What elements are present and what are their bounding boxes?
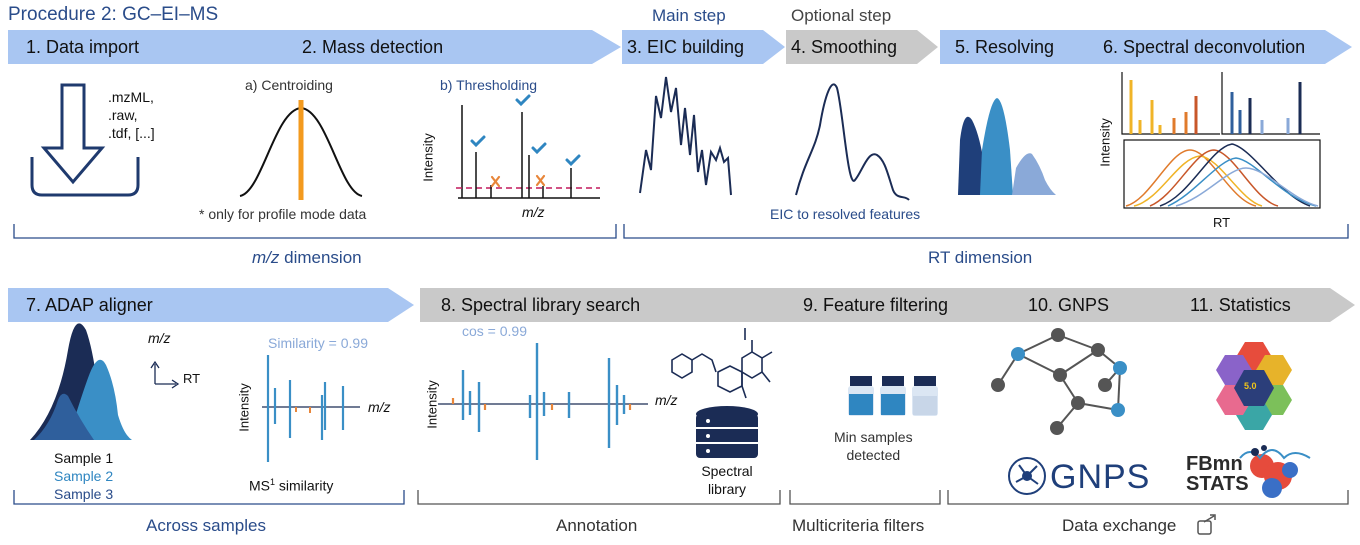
min-samples-line-1: Min samples — [834, 429, 913, 445]
step-11-label: 11. Statistics — [1190, 295, 1291, 315]
smoothed-trace — [795, 83, 910, 201]
spectral-library-line-2: library — [707, 481, 747, 497]
similarity-score: Similarity = 0.99 — [268, 335, 368, 351]
optional-step-label: Optional step — [791, 6, 892, 25]
step-1-label: 1. Data import — [26, 37, 140, 57]
aligned-peaks — [30, 323, 180, 440]
annotation-label: Annotation — [556, 516, 638, 535]
procedure-title: Procedure 2: GC–EI–MS — [8, 4, 219, 25]
ms1-caption-ms: MS — [249, 477, 270, 494]
library-y-axis-label: Intensity — [424, 380, 440, 429]
molecule-structure — [671, 328, 773, 399]
arrow-step-7 — [8, 288, 414, 322]
min-samples-line-2: detected — [846, 447, 901, 463]
format-tdf: .tdf, [...] — [108, 125, 155, 141]
step-2-label: 2. Mass detection — [302, 37, 444, 57]
format-mzml: .mzML, — [108, 89, 154, 105]
step-3-label: 3. EIC building — [627, 37, 745, 57]
resolved-features — [958, 98, 1056, 195]
sample-2-label: Sample 2 — [54, 468, 114, 484]
data-exchange-brace — [947, 490, 1349, 505]
centroiding-label: a) Centroiding — [245, 77, 333, 93]
arrow-steps-8-11 — [420, 288, 1355, 322]
threshold-x-axis-label: m/z — [522, 204, 545, 220]
centroiding-plot — [239, 100, 363, 200]
arrow-steps-1-2 — [8, 30, 621, 64]
fbmn-stats-logo: FBmn STATS — [1186, 454, 1249, 494]
step-6-label: 6. Spectral deconvolution — [1103, 37, 1306, 57]
multicriteria-brace — [789, 490, 941, 505]
annotation-brace — [417, 490, 781, 505]
ms1-caption-sup: 1 — [270, 477, 276, 487]
sample-legend: Sample 1 Sample 2 Sample 3 — [54, 449, 113, 503]
data-exchange-label: Data exchange — [1062, 516, 1177, 535]
arrow-step-3 — [622, 30, 785, 64]
deconvolution-x-axis-label: RT — [1213, 215, 1231, 230]
ms1-similarity-caption: MS1 similarity — [249, 477, 333, 494]
deconvolution-plots — [1121, 72, 1321, 209]
gnps-logo-text: GNPS — [1050, 458, 1151, 496]
arrow-steps-5-6 — [940, 30, 1352, 64]
deconvolution-y-axis-label: Intensity — [1097, 118, 1113, 167]
fbmn-logo-line-1: FBmn — [1186, 453, 1243, 475]
step-4-label: 4. Smoothing — [791, 37, 898, 57]
aligner-mz-axis-label: m/z — [148, 330, 171, 346]
eic-to-features-note: EIC to resolved features — [770, 206, 921, 222]
eic-trace — [639, 76, 732, 196]
cosine-score: cos = 0.99 — [462, 323, 527, 339]
gnps-logo-icon — [1008, 457, 1046, 495]
threshold-y-axis-label: Intensity — [420, 133, 436, 182]
aligner-rt-axis-label: RT — [183, 371, 201, 386]
multicriteria-label: Multicriteria filters — [792, 516, 925, 535]
thresholding-label: b) Thresholding — [440, 77, 538, 93]
step-5-label: 5. Resolving — [955, 37, 1055, 57]
step-7-label: 7. ADAP aligner — [26, 295, 153, 315]
library-mirror-plot — [438, 343, 648, 460]
min-samples-label: Min samples detected — [834, 428, 913, 464]
mz-dimension-word: dimension — [279, 248, 362, 267]
arrow-step-4-optional — [786, 30, 938, 64]
data-import-icon — [30, 83, 140, 197]
fbmn-logo-line-2: STATS — [1186, 473, 1249, 495]
molecular-network — [991, 328, 1127, 435]
profile-mode-note: * only for profile mode data — [199, 206, 367, 222]
library-x-axis-label: m/z — [655, 392, 678, 408]
sample-vials — [848, 376, 938, 416]
step-10-label: 10. GNPS — [1028, 295, 1110, 315]
sample-1-label: Sample 1 — [54, 450, 114, 466]
import-formats: .mzML, .raw, .tdf, [...] — [108, 88, 155, 142]
across-samples-label: Across samples — [146, 516, 266, 535]
ms1-caption-rest: similarity — [275, 477, 334, 494]
metaboanalyst-logo — [1216, 342, 1292, 430]
format-raw: .raw, — [108, 107, 138, 123]
export-icon — [1197, 514, 1216, 535]
thresholding-plot — [456, 94, 600, 199]
ms1-y-axis-label: Intensity — [236, 383, 252, 432]
main-step-label: Main step — [652, 6, 726, 25]
ms1-mirror-plot — [262, 355, 360, 462]
rt-dimension-label: RT dimension — [928, 248, 1033, 267]
fbmn-stats-art — [1239, 445, 1311, 498]
spectral-library-line-1: Spectral — [701, 463, 753, 479]
sample-3-label: Sample 3 — [54, 486, 114, 502]
across-samples-brace — [13, 490, 405, 505]
spectral-library-label: Spectral library — [696, 462, 758, 498]
rt-dimension-brace — [623, 224, 1349, 239]
mz-dimension-brace — [13, 224, 617, 239]
ms1-x-axis-label: m/z — [368, 399, 391, 415]
step-8-label: 8. Spectral library search — [441, 295, 641, 315]
mz-dimension-mz: m/z — [252, 248, 280, 267]
mz-dimension-label: m/z dimension — [252, 248, 362, 268]
metaboanalyst-badge: 5.0 — [1244, 381, 1257, 391]
step-9-label: 9. Feature filtering — [803, 295, 949, 315]
database-icon — [696, 406, 758, 458]
